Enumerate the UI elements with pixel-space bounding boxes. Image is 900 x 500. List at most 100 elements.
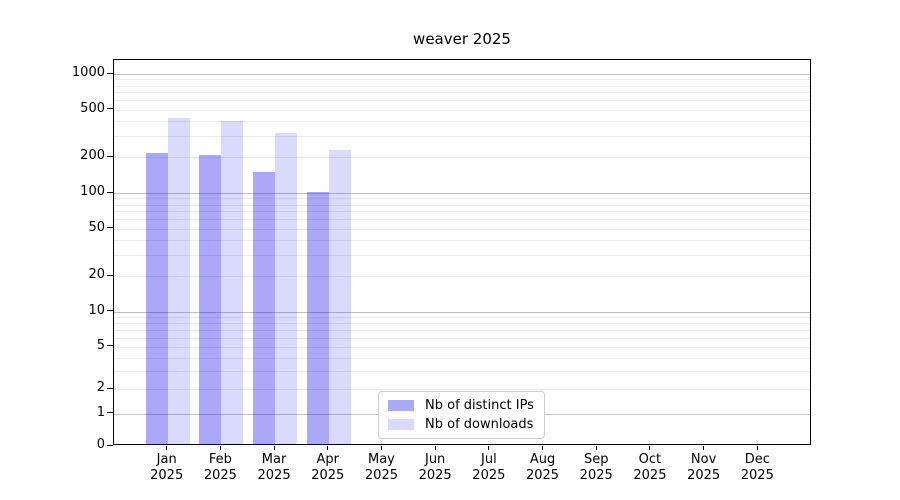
x-tick-mark <box>380 446 382 450</box>
x-tick-mark <box>166 446 168 450</box>
legend-label-distinct-ips: Nb of distinct IPs <box>425 398 534 414</box>
y-tick-mark <box>107 345 113 347</box>
gridline-minor <box>114 121 810 123</box>
x-tick-year: 2025 <box>472 468 506 483</box>
y-tick-label: 50 <box>88 219 105 235</box>
x-tick-month: Apr <box>316 452 340 467</box>
bar-distinct-ips <box>145 153 168 445</box>
bar-distinct-ips <box>199 154 222 445</box>
bar-distinct-ips <box>306 192 329 445</box>
gridline-minor <box>114 198 810 200</box>
y-tick-label: 20 <box>88 267 105 283</box>
x-tick-mark <box>649 446 651 450</box>
y-tick-label: 2 <box>96 380 105 396</box>
x-tick-label: Sep 2025 <box>566 452 626 484</box>
gridline-major <box>114 74 810 75</box>
gridline-minor <box>114 211 810 213</box>
legend: Nb of distinct IPs Nb of downloads <box>378 391 545 439</box>
x-tick-label: Dec 2025 <box>727 452 787 484</box>
x-tick-month: May <box>368 452 395 467</box>
x-tick-year: 2025 <box>579 468 613 483</box>
legend-swatch-distinct-ips <box>388 400 414 412</box>
legend-label-downloads: Nb of downloads <box>425 416 534 432</box>
gridline-major <box>114 311 810 313</box>
y-tick-mark <box>107 155 113 157</box>
gridline-minor <box>114 255 810 257</box>
y-tick-label: 5 <box>96 337 105 353</box>
legend-swatch-downloads <box>388 418 414 430</box>
gridline-minor <box>114 337 810 339</box>
x-tick-month: Mar <box>261 452 287 467</box>
x-tick-year: 2025 <box>364 468 398 483</box>
gridline-minor <box>114 228 810 230</box>
y-tick-label: 0 <box>96 437 105 452</box>
y-tick-label: 10 <box>88 302 105 318</box>
x-tick-mark <box>327 446 329 450</box>
x-tick-label: Jun 2025 <box>405 452 465 484</box>
y-tick-label: 1000 <box>71 65 105 80</box>
plot-area <box>113 59 811 445</box>
gridline-minor <box>114 219 810 221</box>
x-tick-month: Jan <box>156 452 177 467</box>
gridline-minor <box>114 204 810 206</box>
y-tick-label: 500 <box>80 100 105 116</box>
x-tick-label: May 2025 <box>351 452 411 484</box>
gridline-minor <box>114 389 810 391</box>
chart-title: weaver 2025 <box>413 30 511 48</box>
x-tick-month: Oct <box>638 452 662 467</box>
x-tick-month: Aug <box>529 452 556 467</box>
x-tick-year: 2025 <box>687 468 721 483</box>
gridline-minor <box>114 371 810 373</box>
x-tick-label: Oct 2025 <box>620 452 680 484</box>
gridline-minor <box>114 92 810 94</box>
y-tick-mark <box>107 444 113 446</box>
y-tick-label: 200 <box>80 148 105 164</box>
y-tick-label: 100 <box>80 184 105 200</box>
x-tick-label: Feb 2025 <box>190 452 250 484</box>
x-tick-mark <box>219 446 221 450</box>
bar-distinct-ips <box>253 172 276 445</box>
legend-item-distinct-ips: Nb of distinct IPs <box>388 398 535 413</box>
x-tick-year: 2025 <box>203 468 237 483</box>
y-tick-mark <box>107 387 113 389</box>
x-tick-mark <box>595 446 597 450</box>
x-tick-mark <box>488 446 490 450</box>
x-tick-year: 2025 <box>418 468 452 483</box>
bar-downloads <box>275 132 298 445</box>
gridline-minor <box>114 100 810 102</box>
gridline-minor <box>114 240 810 242</box>
y-tick-mark <box>107 310 113 312</box>
x-tick-year: 2025 <box>633 468 667 483</box>
y-tick-mark <box>107 191 113 193</box>
x-tick-year: 2025 <box>257 468 291 483</box>
x-tick-mark <box>434 446 436 450</box>
x-tick-year: 2025 <box>311 468 345 483</box>
y-tick-mark <box>107 108 113 110</box>
x-tick-mark <box>756 446 758 450</box>
gridline-minor <box>114 85 810 87</box>
x-tick-label: Apr 2025 <box>298 452 358 484</box>
bar-downloads <box>328 149 351 445</box>
x-tick-label: Jul 2025 <box>459 452 519 484</box>
gridline-minor <box>114 79 810 81</box>
gridline-minor <box>114 276 810 278</box>
bar-downloads <box>167 118 190 445</box>
x-tick-month: Nov <box>690 452 717 467</box>
x-tick-month: Jul <box>481 452 497 467</box>
y-tick-mark <box>107 72 113 74</box>
x-tick-year: 2025 <box>525 468 560 483</box>
x-tick-year: 2025 <box>150 468 184 483</box>
x-tick-year: 2025 <box>740 468 774 483</box>
x-tick-month: Sep <box>583 452 609 467</box>
y-tick-mark <box>107 274 113 276</box>
gridline-minor <box>114 317 810 319</box>
gridline-minor <box>114 357 810 359</box>
x-tick-mark <box>542 446 544 450</box>
x-tick-label: Jan 2025 <box>137 452 197 484</box>
y-tick-label: 1 <box>96 404 105 420</box>
x-tick-mark <box>703 446 705 450</box>
x-tick-month: Jun <box>424 452 446 467</box>
gridline-minor <box>114 329 810 331</box>
y-tick-mark <box>107 227 113 229</box>
